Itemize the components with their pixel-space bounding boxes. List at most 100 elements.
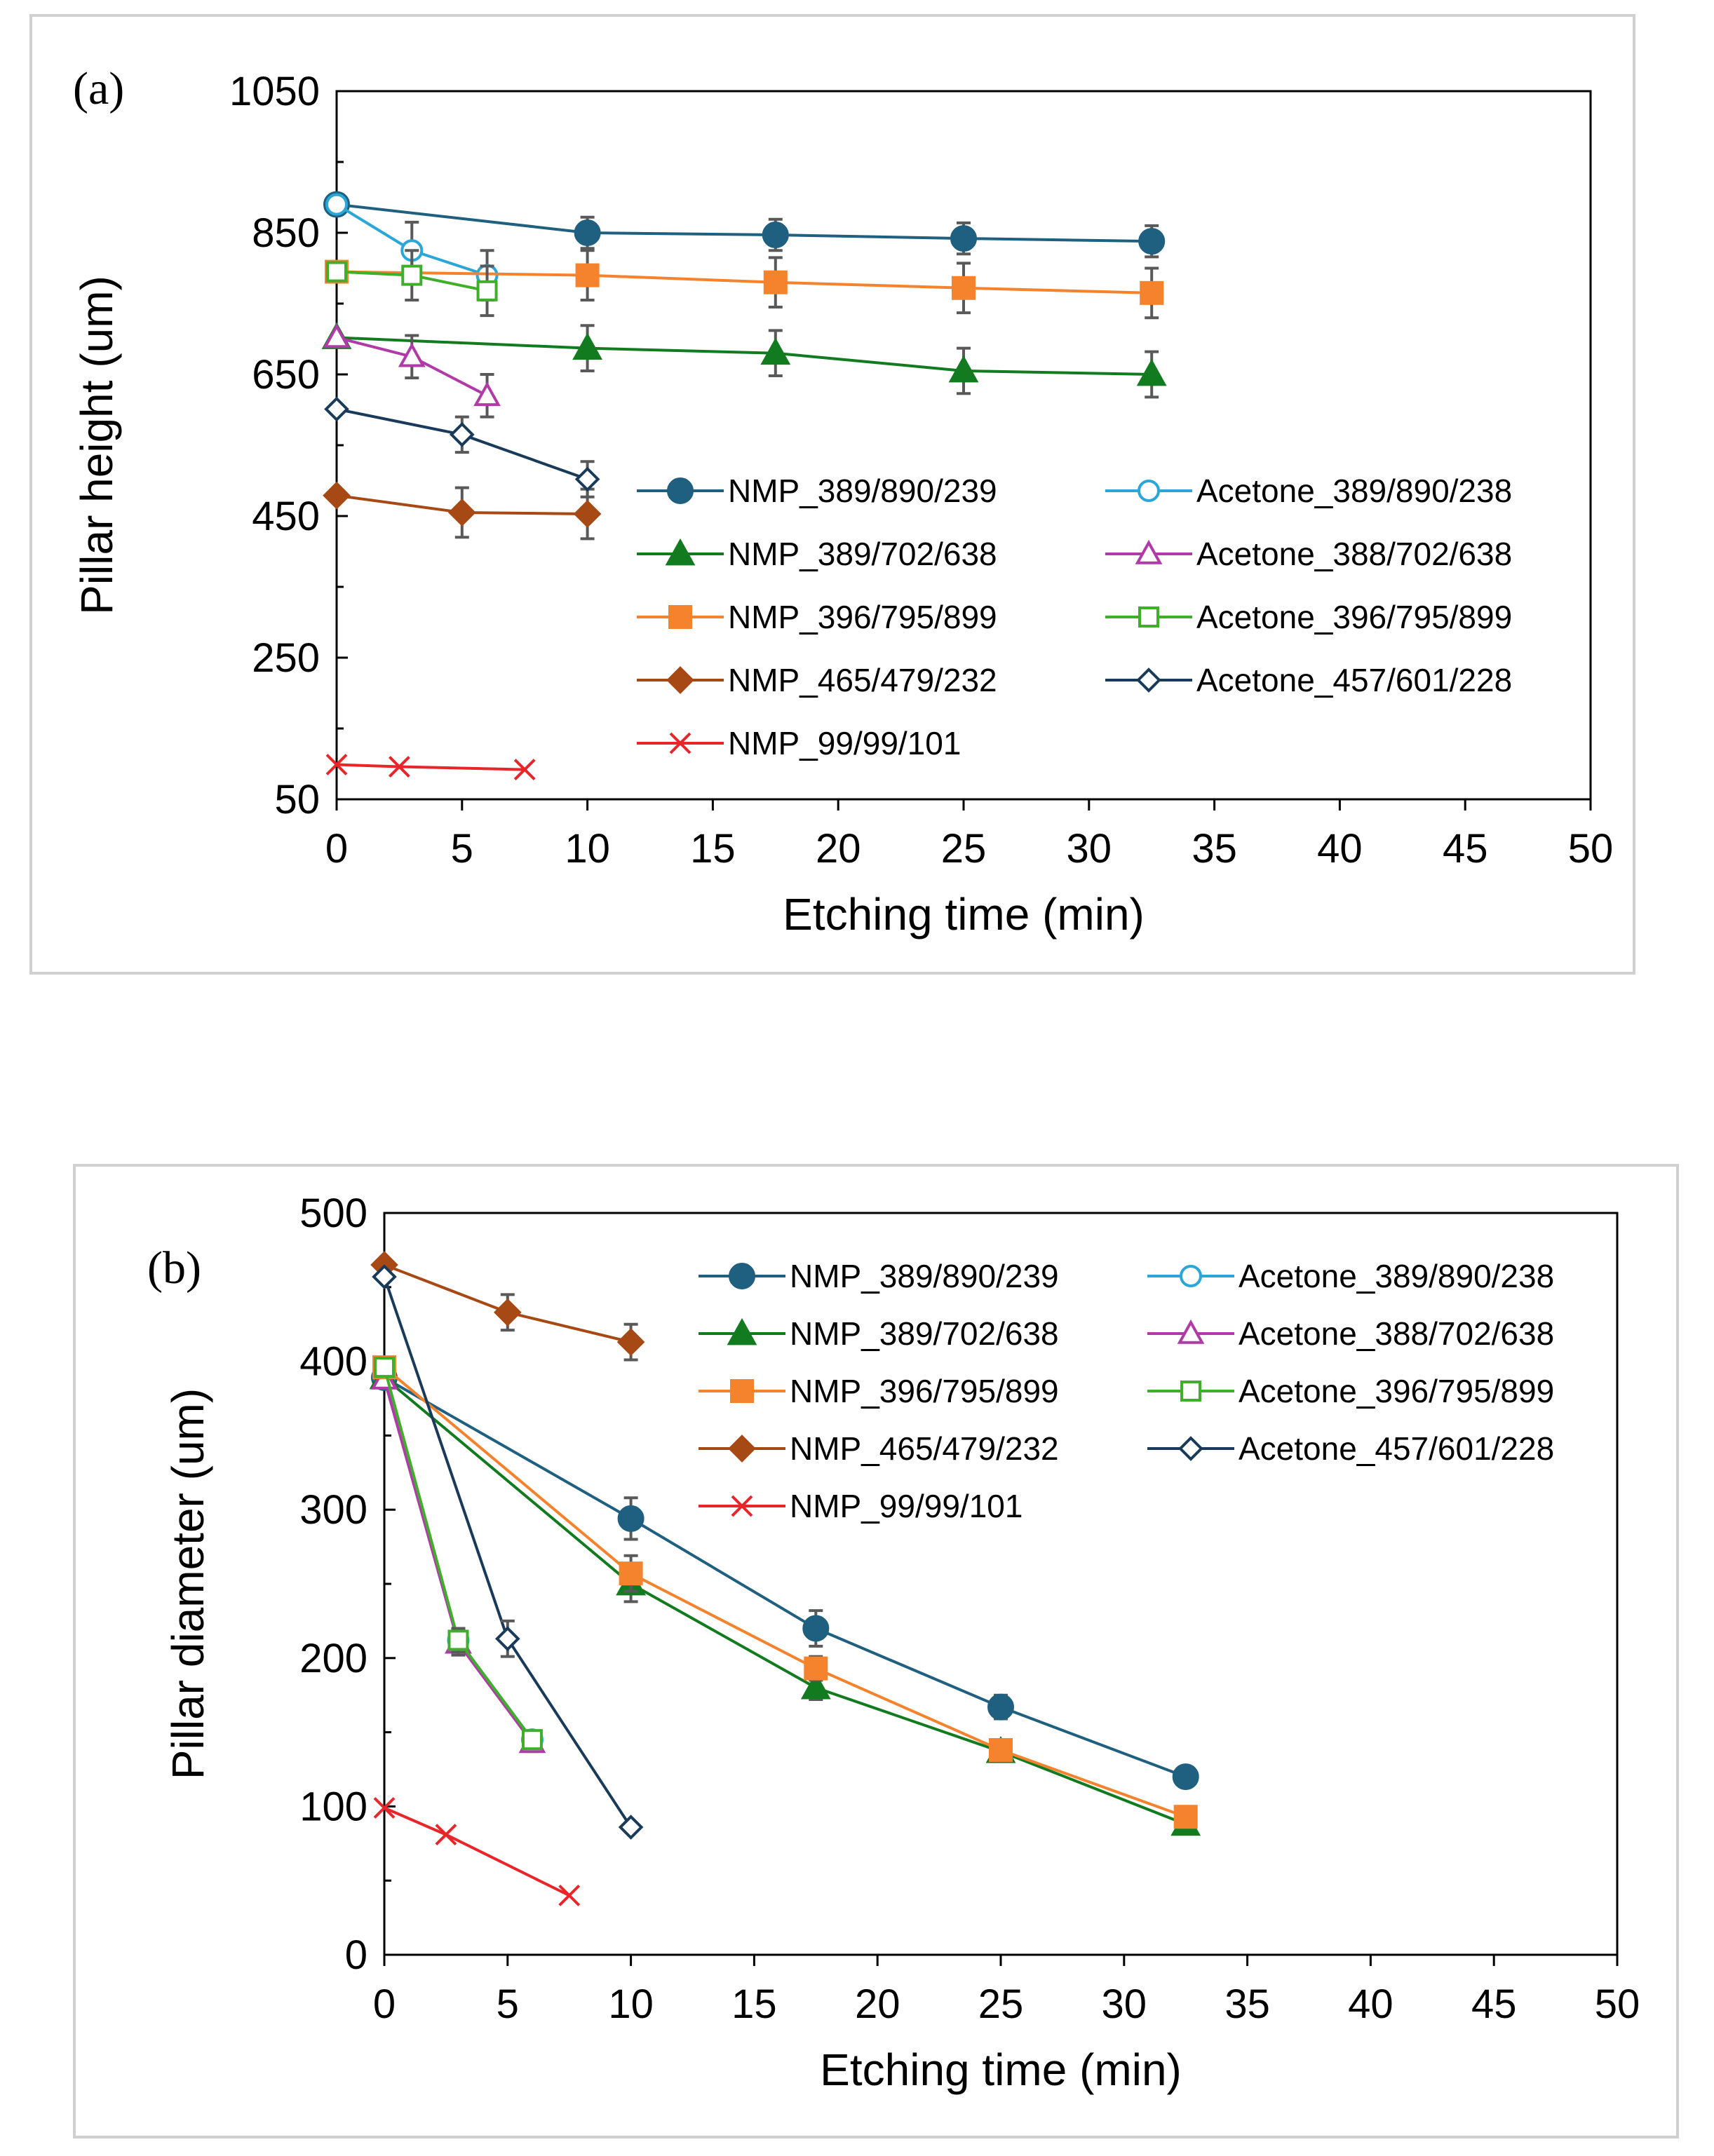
a-x-tick-label: 15 — [690, 826, 736, 872]
a-x-tick-label: 5 — [451, 826, 473, 872]
a-x-axis-title: Etching time (min) — [783, 889, 1145, 940]
a-data-point — [572, 332, 602, 360]
a-legend-marker — [669, 732, 691, 754]
a-data-point — [1140, 280, 1164, 305]
b-legend-entry-acetone-457-601-228: Acetone_457/601/228 — [1147, 1430, 1554, 1467]
a-legend-marker — [1136, 667, 1161, 693]
a-legend-label: NMP_389/702/638 — [728, 536, 997, 572]
b-data-point — [802, 1615, 830, 1642]
b-data-point — [987, 1693, 1014, 1721]
b-x-axis-title: Etching time (min) — [820, 2045, 1182, 2095]
b-legend-entry-nmp-396-795-899: NMP_396/795/899 — [699, 1373, 1059, 1409]
b-data-point — [800, 1672, 831, 1700]
b-legend-entry-acetone-388-702-638: Acetone_388/702/638 — [1147, 1315, 1554, 1352]
a-data-point — [447, 499, 476, 527]
a-data-point — [324, 396, 349, 422]
a-legend-entry-nmp-99-99-101: NMP_99/99/101 — [637, 725, 961, 761]
b-legend-label: NMP_389/890/239 — [790, 1258, 1059, 1294]
a-legend-label: Acetone_389/890/238 — [1196, 473, 1512, 509]
a-data-point — [574, 219, 601, 246]
b-data-point — [1172, 1763, 1199, 1791]
b-legend-label: Acetone_389/890/238 — [1239, 1258, 1554, 1294]
b-data-point — [558, 1884, 581, 1906]
b-series-acetone-457-601-228 — [372, 1264, 644, 1840]
a-legend-entry-nmp-465-479-232: NMP_465/479/232 — [637, 662, 997, 698]
a-legend-entry-acetone-396-795-899: Acetone_396/795/899 — [1105, 599, 1512, 635]
b-x-tick-label: 40 — [1348, 1981, 1394, 2027]
b-legend-marker — [729, 1263, 755, 1289]
panel-a-frame — [29, 14, 1635, 975]
a-panel-label: (a) — [73, 63, 124, 114]
a-data-point — [948, 355, 979, 383]
a-data-point — [762, 222, 789, 249]
b-y-tick-label: 200 — [299, 1636, 367, 1681]
b-legend-entry-nmp-99-99-101: NMP_99/99/101 — [699, 1488, 1023, 1524]
b-legend-entry-acetone-389-890-238: Acetone_389/890/238 — [1147, 1258, 1554, 1294]
a-data-point — [950, 225, 977, 252]
b-legend-label: NMP_396/795/899 — [790, 1373, 1059, 1409]
a-data-point — [574, 466, 600, 492]
a-series-nmp-99-99-101 — [325, 754, 536, 780]
b-data-point — [373, 1797, 396, 1819]
b-legend-marker — [727, 1317, 757, 1345]
b-legend-marker — [1178, 1436, 1203, 1461]
a-data-point — [476, 280, 498, 301]
a-x-tick-label: 25 — [941, 826, 987, 872]
a-x-tick-label: 40 — [1317, 826, 1363, 872]
b-legend-entry-nmp-389-702-638: NMP_389/702/638 — [699, 1315, 1059, 1352]
a-data-point — [325, 754, 348, 775]
a-series-acetone-457-601-228 — [324, 396, 600, 499]
b-legend-marker — [728, 1435, 756, 1463]
b-y-tick-label: 300 — [299, 1487, 367, 1533]
a-y-tick-label: 850 — [252, 210, 320, 256]
a-data-point — [763, 270, 788, 294]
a-y-axis-title: Pillar height (um) — [72, 276, 122, 615]
a-x-tick-label: 20 — [816, 826, 861, 872]
b-data-point — [804, 1656, 828, 1681]
b-legend-marker — [1180, 1381, 1201, 1402]
b-series-acetone-396-795-899 — [374, 1357, 543, 1751]
a-legend-label: Acetone_457/601/228 — [1196, 662, 1512, 698]
a-data-point — [952, 276, 976, 300]
a-x-tick-label: 50 — [1568, 826, 1614, 872]
a-x-tick-label: 30 — [1067, 826, 1112, 872]
b-data-point — [493, 1298, 522, 1327]
a-data-point — [325, 193, 348, 216]
b-legend-marker — [1180, 1265, 1202, 1287]
a-legend-entry-acetone-389-890-238: Acetone_389/890/238 — [1105, 473, 1512, 509]
b-y-axis-title: Pillar diameter (um) — [163, 1388, 213, 1779]
a-legend-entry-nmp-389-702-638: NMP_389/702/638 — [637, 536, 997, 572]
b-panel-label: (b) — [147, 1242, 201, 1294]
a-legend-marker — [666, 666, 694, 694]
b-x-tick-label: 50 — [1595, 1981, 1640, 2027]
chart-panel-b: 0 100 200 300 400 500 0 5 10 15 20 25 30 35 40 45 50 Etch… — [147, 1191, 1640, 2095]
a-legend-label: Acetone_396/795/899 — [1196, 599, 1512, 635]
a-y-tick-label: 450 — [252, 494, 320, 539]
a-series-nmp-389-890-239 — [323, 191, 1166, 259]
a-legend-marker — [1135, 539, 1163, 564]
b-legend-entry-nmp-465-479-232: NMP_465/479/232 — [699, 1430, 1059, 1467]
b-x-tick-label: 15 — [731, 1981, 777, 2027]
b-data-point — [617, 1505, 645, 1532]
a-legend-marker — [665, 538, 696, 566]
a-y-tick-label: 250 — [252, 635, 320, 681]
a-x-tick-label: 10 — [565, 826, 610, 872]
a-data-point — [473, 381, 501, 407]
chart-panel-a: 50 250 450 650 850 1050 0 5 10 15 20 25 30 35 40 45 50 Et… — [72, 63, 1613, 940]
b-legend-marker — [731, 1495, 753, 1517]
a-legend-marker — [1138, 606, 1159, 628]
a-data-point — [398, 342, 426, 367]
a-legend-entry-acetone-457-601-228: Acetone_457/601/228 — [1105, 662, 1512, 698]
a-legend-marker — [667, 477, 694, 504]
a-series-acetone-396-795-899 — [326, 249, 498, 318]
b-x-tick-label: 5 — [497, 1981, 519, 2027]
a-data-point — [1138, 228, 1166, 255]
b-x-tick-label: 30 — [1102, 1981, 1147, 2027]
a-legend-label: NMP_99/99/101 — [728, 725, 961, 761]
b-series-nmp-99-99-101 — [373, 1797, 581, 1906]
a-data-point — [573, 500, 602, 528]
b-x-tick-label: 25 — [978, 1981, 1024, 2027]
b-legend-label: Acetone_388/702/638 — [1239, 1315, 1554, 1352]
a-legend-label: NMP_465/479/232 — [728, 662, 997, 698]
b-data-point — [989, 1737, 1013, 1762]
